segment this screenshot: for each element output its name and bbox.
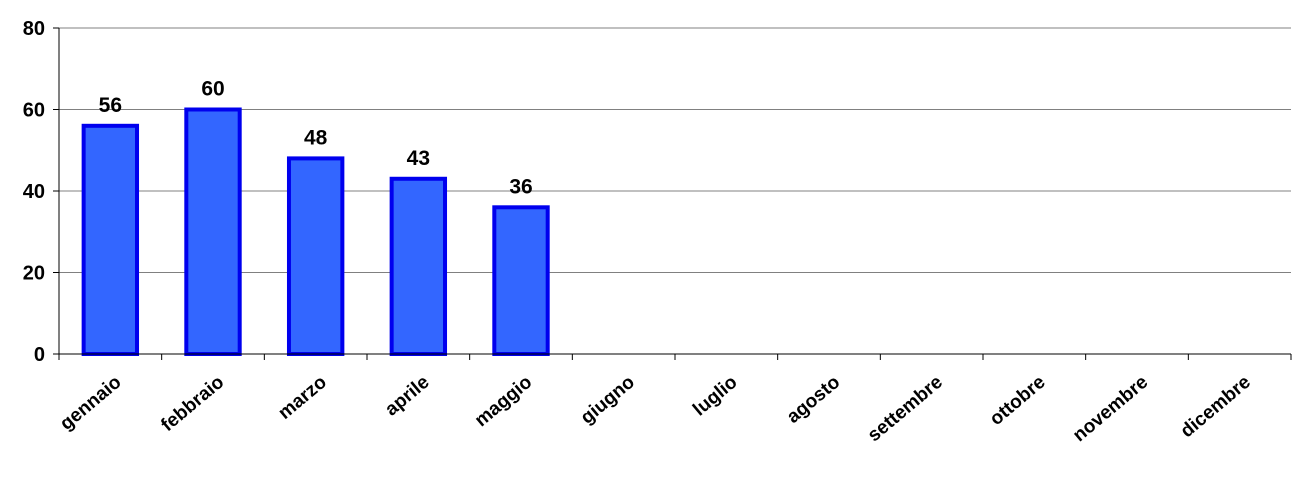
x-tick-labels: gennaio febbraio marzo aprile maggio giugno lu… [56, 372, 1255, 446]
y-tick-label: 40 [23, 181, 45, 203]
gridlines [59, 27, 1291, 273]
bar-gennaio [81, 123, 140, 356]
x-tick-label-gennaio: gennaio [56, 372, 125, 435]
x-tick-label-dicembre: dicembre [1177, 372, 1255, 442]
data-label-febbraio: 60 [201, 78, 224, 101]
y-tick-label: 60 [23, 100, 45, 122]
x-tick-label-novembre: novembre [1069, 372, 1152, 446]
y-tick-label: 80 [23, 18, 45, 40]
data-label-maggio: 36 [509, 175, 532, 198]
x-tick-label-agosto: agosto [783, 372, 844, 428]
x-tick-label-aprile: aprile [381, 372, 433, 421]
bar-aprile [389, 176, 448, 356]
x-tick-label-ottobre: ottobre [986, 372, 1050, 430]
y-tick-label: 20 [23, 263, 45, 285]
axes [53, 27, 1292, 360]
x-tick-label-maggio: maggio [471, 372, 536, 432]
x-tick-label-settembre: settembre [864, 372, 947, 446]
bar-febbraio [184, 107, 242, 356]
bar-marzo [286, 156, 345, 356]
y-tick-labels: 0 20 40 60 80 [23, 18, 45, 366]
data-label-gennaio: 56 [99, 94, 122, 117]
data-label-marzo: 48 [304, 126, 328, 149]
data-label-aprile: 43 [407, 147, 430, 170]
x-tick-label-luglio: luglio [689, 372, 741, 421]
x-tick-label-febbraio: febbraio [157, 372, 228, 436]
x-tick-label-giugno: giugno [577, 372, 639, 429]
bar-maggio [492, 205, 550, 356]
x-tick-label-marzo: marzo [275, 372, 331, 424]
y-tick-label: 0 [34, 344, 45, 366]
data-labels: 56 60 48 43 36 [99, 78, 533, 199]
